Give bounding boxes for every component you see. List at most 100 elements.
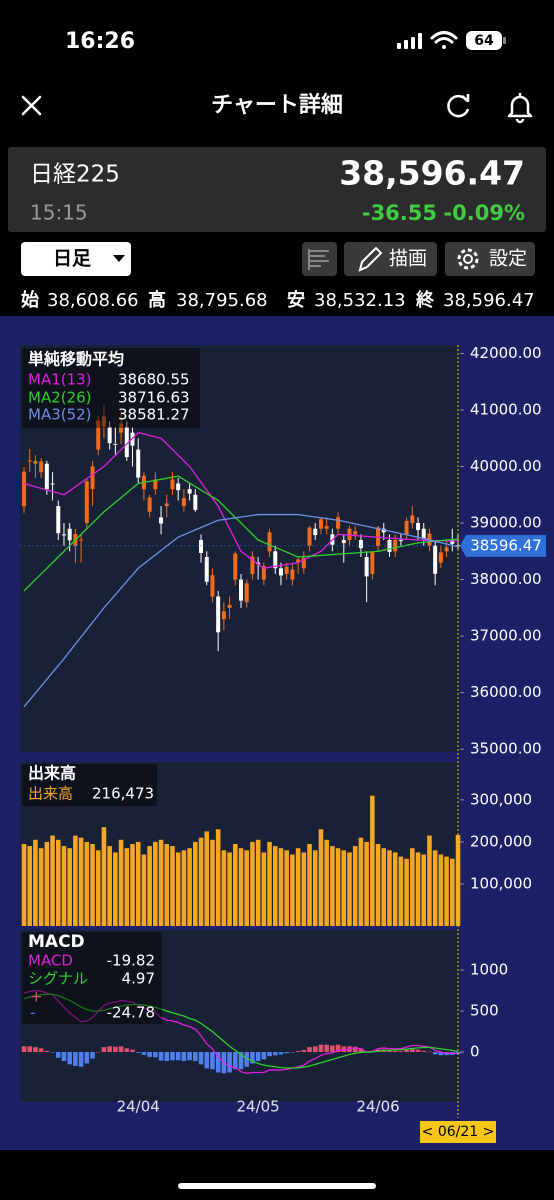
- volume-bar: [444, 856, 449, 926]
- volume-bar: [198, 837, 204, 926]
- volume-bar: [147, 846, 152, 926]
- candle-body: [159, 517, 164, 524]
- histogram-bar: [73, 1052, 78, 1066]
- histogram-bar: [21, 1046, 27, 1053]
- volume-bar: [118, 839, 124, 926]
- y-tick-label: 37000.00: [470, 627, 542, 645]
- histogram-bar: [95, 1052, 101, 1053]
- settings-label: 設定: [489, 248, 527, 270]
- histogram-bar: [341, 1046, 347, 1053]
- candle-body: [56, 506, 61, 534]
- battery-icon: [466, 31, 502, 50]
- histogram-bar: [215, 1052, 221, 1073]
- histogram-bar: [444, 1052, 449, 1056]
- volume-bar: [101, 827, 107, 926]
- candle-body: [113, 443, 118, 445]
- histogram-bar: [318, 1044, 324, 1053]
- y-tick-label: 35000.00: [470, 740, 542, 758]
- wifi-icon: [430, 31, 458, 49]
- histogram-bar: [250, 1052, 255, 1064]
- candle-body: [101, 416, 106, 427]
- candle-body: [307, 527, 312, 546]
- histogram-bar: [233, 1052, 238, 1070]
- volume-bar: [90, 844, 95, 926]
- candle-body: [67, 528, 72, 541]
- candle-body: [393, 539, 398, 552]
- histogram-bar: [61, 1052, 67, 1062]
- volume-bar: [113, 852, 118, 926]
- bell-button[interactable]: [507, 93, 533, 124]
- quote-card: [8, 147, 546, 232]
- volume-bar: [330, 846, 335, 926]
- volume-bar: [21, 844, 27, 926]
- quote-change: -36.55: [362, 201, 437, 225]
- volume-bar: [398, 856, 404, 926]
- histogram-bar: [290, 1052, 295, 1053]
- volume-bar: [44, 841, 50, 926]
- volume-bar: [141, 854, 147, 926]
- period-select[interactable]: [21, 242, 131, 276]
- high-label: 高: [148, 289, 166, 311]
- histogram-bar: [84, 1052, 90, 1064]
- candle-body: [193, 494, 198, 510]
- volume-bar: [27, 846, 32, 926]
- histogram-bar: [38, 1048, 44, 1053]
- low-label: 安: [287, 289, 305, 311]
- histogram-bar: [238, 1052, 244, 1070]
- histogram-bar: [432, 1052, 438, 1055]
- macd-line: [23, 989, 459, 1074]
- legend-value: 4.97: [122, 970, 155, 988]
- histogram-bar: [101, 1047, 107, 1053]
- volume-bar: [50, 835, 55, 926]
- battery-tip: [503, 37, 506, 44]
- y-tick-label: 41000.00: [470, 401, 542, 419]
- volume-bar: [244, 850, 249, 926]
- histogram-bar: [387, 1050, 392, 1053]
- candle-body: [421, 528, 426, 539]
- candle-body: [364, 556, 369, 577]
- volume-bar: [55, 839, 61, 926]
- histogram-bar: [107, 1046, 112, 1053]
- candle-body: [39, 461, 44, 473]
- moving-average-line: [23, 431, 459, 569]
- volume-bar: [33, 839, 38, 926]
- volume-bar: [124, 848, 130, 926]
- refresh-button[interactable]: [447, 94, 470, 118]
- histogram-bar: [284, 1052, 289, 1054]
- y-tick-label: 500: [470, 1002, 499, 1020]
- price-legend-title: 単純移動平均: [28, 350, 124, 369]
- histogram-bar: [113, 1046, 118, 1053]
- close-button[interactable]: [21, 95, 42, 116]
- candle-body: [61, 534, 66, 536]
- open-value: 38,608.66: [47, 290, 139, 311]
- volume-bar: [301, 852, 307, 926]
- histogram-bar: [352, 1046, 358, 1053]
- candle-body: [370, 552, 375, 574]
- nav-title: チャート詳細: [211, 92, 343, 118]
- candle-body: [313, 528, 318, 536]
- candle-body: [416, 523, 421, 531]
- y-tick-label: 1000: [470, 961, 508, 979]
- histogram-bar: [295, 1051, 301, 1053]
- histogram-bar: [421, 1050, 427, 1053]
- candle-body: [296, 559, 301, 563]
- histogram-bar: [404, 1049, 409, 1053]
- volume-bar: [164, 844, 170, 926]
- volume-bar: [284, 850, 289, 926]
- candle-body: [22, 471, 26, 507]
- volume-bar: [227, 852, 232, 926]
- histogram-bar: [267, 1052, 272, 1057]
- volume-bar: [375, 844, 381, 926]
- legend-name: MA3(52): [28, 406, 92, 424]
- y-tick-label: 200,000: [470, 832, 532, 850]
- volume-bar: [438, 854, 444, 926]
- legend-value: 38581.27: [118, 406, 190, 424]
- histogram-bar: [33, 1047, 38, 1053]
- indicator-button[interactable]: [302, 242, 337, 276]
- volume-bar: [347, 852, 352, 926]
- legend-value: 38716.63: [118, 389, 190, 407]
- histogram-bar: [301, 1049, 307, 1053]
- candle-body: [290, 569, 295, 580]
- histogram-bar: [164, 1052, 170, 1062]
